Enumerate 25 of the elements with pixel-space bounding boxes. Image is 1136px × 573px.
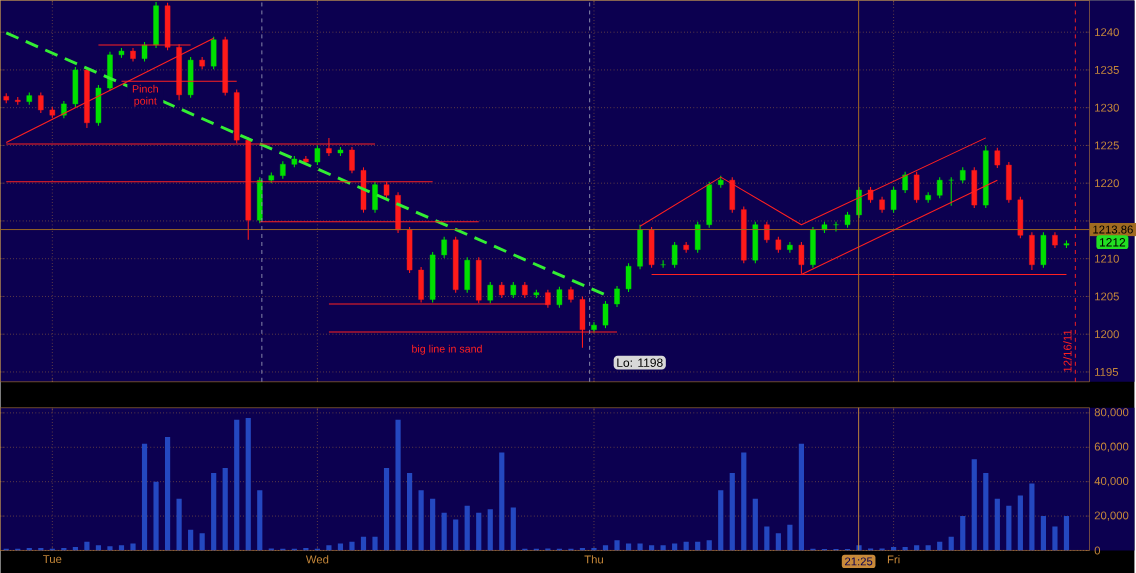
y-tick-label: 1210 bbox=[1095, 254, 1119, 263]
annotation: Pinch point bbox=[132, 84, 158, 107]
y-tick-label: 1230 bbox=[1095, 103, 1119, 112]
x-tick-label: Thu bbox=[584, 554, 603, 564]
y-tick-label: 1195 bbox=[1095, 367, 1119, 376]
y-tick-label: 1220 bbox=[1095, 178, 1119, 187]
annotation: Lo: 1198 bbox=[617, 358, 663, 367]
y-tick-label: 60,000 bbox=[1094, 442, 1129, 452]
y-tick-label: 0 bbox=[1094, 546, 1101, 555]
y-tick-label: 1225 bbox=[1095, 141, 1119, 150]
y-tick-label: 20,000 bbox=[1094, 511, 1129, 521]
y-tick-label: 80,000 bbox=[1094, 408, 1129, 418]
annotation: 12/16/11 bbox=[1063, 329, 1072, 372]
annotation: big line in sand bbox=[412, 344, 482, 355]
x-tick-label: Fri bbox=[887, 554, 900, 564]
x-tick-label: Tue bbox=[43, 554, 62, 563]
y-tick-label: 1240 bbox=[1095, 27, 1119, 36]
y-tick-label: 1235 bbox=[1095, 65, 1119, 74]
x-tick-label: Wed bbox=[305, 554, 329, 564]
y-tick-label: 1205 bbox=[1095, 292, 1119, 301]
text: 1212 bbox=[1099, 237, 1126, 247]
text: 21:25 bbox=[845, 557, 873, 566]
y-tick-label: 1200 bbox=[1095, 330, 1119, 338]
ref-line-label: 1213.86 bbox=[1093, 225, 1133, 234]
y-tick-label: 40,000 bbox=[1094, 476, 1129, 487]
